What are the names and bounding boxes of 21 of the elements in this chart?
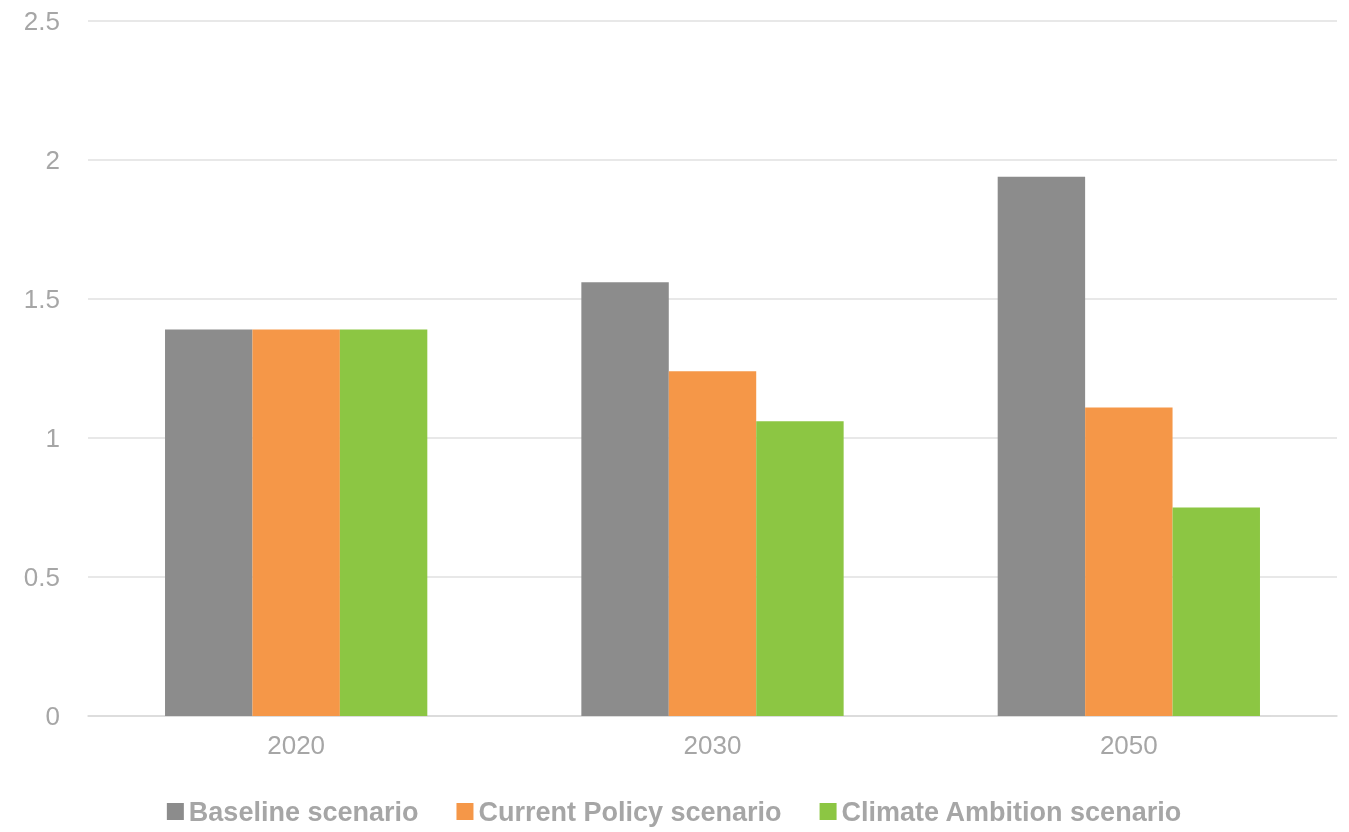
legend-label: Climate Ambition scenario	[841, 796, 1182, 827]
y-tick-label: 1.5	[23, 284, 60, 314]
bar	[668, 371, 757, 716]
legend-label: Baseline scenario	[188, 796, 419, 827]
bar	[1172, 507, 1260, 716]
bar	[581, 282, 669, 716]
y-tick-label: 1	[45, 423, 60, 453]
x-tick-label: 2030	[683, 730, 742, 760]
bar	[252, 329, 340, 716]
x-tick-label: 2050	[1099, 730, 1158, 760]
bar	[339, 329, 428, 716]
x-tick-label: 2020	[267, 730, 326, 760]
bar	[165, 329, 253, 716]
legend-label: Current Policy scenario	[478, 796, 782, 827]
bar	[1085, 407, 1173, 716]
bar	[997, 176, 1086, 716]
bar	[756, 421, 844, 716]
y-tick-label: 2	[45, 145, 60, 175]
y-tick-label: 0	[45, 701, 60, 731]
y-tick-label: 2.5	[23, 6, 60, 36]
y-tick-label: 0.5	[23, 562, 60, 592]
